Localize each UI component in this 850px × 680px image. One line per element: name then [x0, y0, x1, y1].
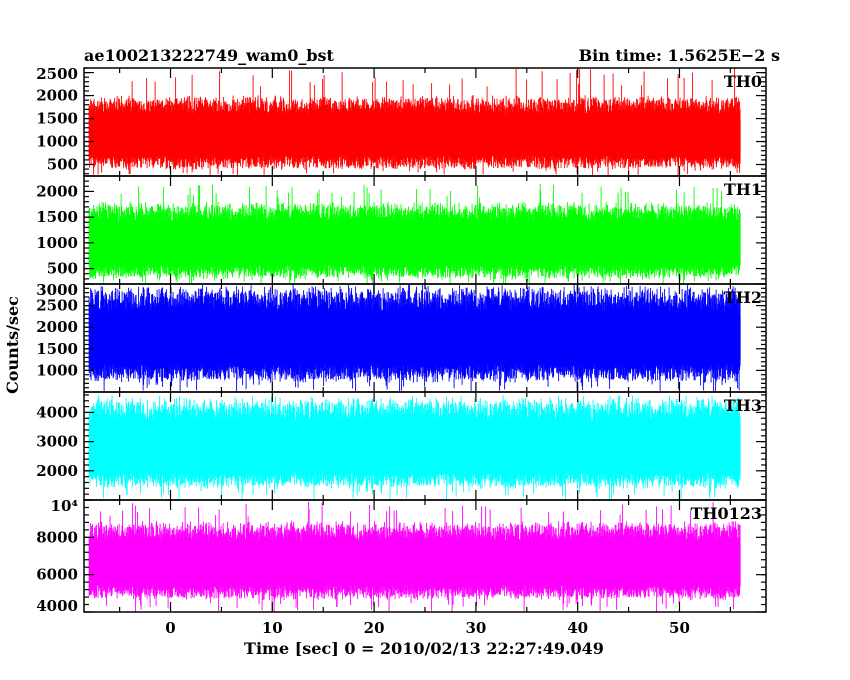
series-th0-core — [89, 120, 741, 154]
x-tick-label: 0 — [165, 619, 175, 637]
y-tick-label: 1000 — [36, 234, 78, 252]
panel-label-th1: TH1 — [724, 180, 762, 199]
y-tick-label: 1000 — [36, 133, 78, 151]
y-tick-label: 8000 — [36, 528, 78, 546]
y-tick-label: 2000 — [36, 182, 78, 200]
x-axis: 0 10 20 30 40 50 — [165, 619, 690, 637]
panel-th0123: 4000 6000 8000 10⁴ TH0123 — [36, 497, 767, 615]
panel-label-th3: TH3 — [724, 396, 762, 415]
y-tick-label: 2000 — [36, 462, 78, 480]
y-tick-label: 1500 — [36, 340, 78, 358]
panel-label-th2: TH2 — [724, 288, 762, 307]
y-tick-label: 6000 — [36, 566, 78, 584]
y-tick-label: 2000 — [36, 87, 78, 105]
bin-time-label: Bin time: 1.5625E−2 s — [579, 46, 780, 65]
y-tick-label: 500 — [47, 156, 78, 174]
series-th2-core — [89, 317, 741, 361]
y-tick-label: 4000 — [36, 403, 78, 421]
x-tick-label: 40 — [567, 619, 588, 637]
panel-th3: 2000 3000 4000 TH3 — [36, 391, 767, 501]
series-th0123-core — [89, 545, 741, 582]
chart-title: ae100213222749_wam0_bst — [84, 46, 335, 65]
x-tick-label: 30 — [465, 619, 486, 637]
y-tick-label: 1500 — [36, 110, 78, 128]
series-th3-core — [89, 426, 741, 468]
x-tick-label: 10 — [262, 619, 283, 637]
y-tick-label: 1000 — [36, 361, 78, 379]
y-tick-label: 2500 — [36, 65, 78, 83]
x-tick-label: 20 — [364, 619, 385, 637]
panel-label-th0: TH0 — [724, 72, 762, 91]
y-tick-label: 3000 — [36, 281, 78, 299]
y-tick-label: 4000 — [36, 597, 78, 615]
y-tick-label: 500 — [47, 260, 78, 278]
panel-label-th0123: TH0123 — [690, 504, 762, 523]
panel-th1: 500 1000 1500 2000 TH1 — [36, 175, 767, 285]
y-tick-label: 2500 — [36, 297, 78, 315]
panel-th0: 500 1000 1500 2000 2500 TH0 — [36, 65, 767, 177]
panels-group: 500 1000 1500 2000 2500 TH0 500 1000 1500 2000 TH1… — [36, 65, 767, 615]
y-tick-label: 3000 — [36, 433, 78, 451]
y-axis-label: Counts/sec — [3, 296, 22, 394]
x-tick-label: 50 — [669, 619, 690, 637]
y-tick-label: 1500 — [36, 208, 78, 226]
y-tick-label: 10⁴ — [51, 497, 79, 515]
y-tick-label: 2000 — [36, 318, 78, 336]
x-axis-label: Time [sec] 0 = 2010/02/13 22:27:49.049 — [244, 639, 604, 658]
series-th1-core — [89, 228, 741, 263]
